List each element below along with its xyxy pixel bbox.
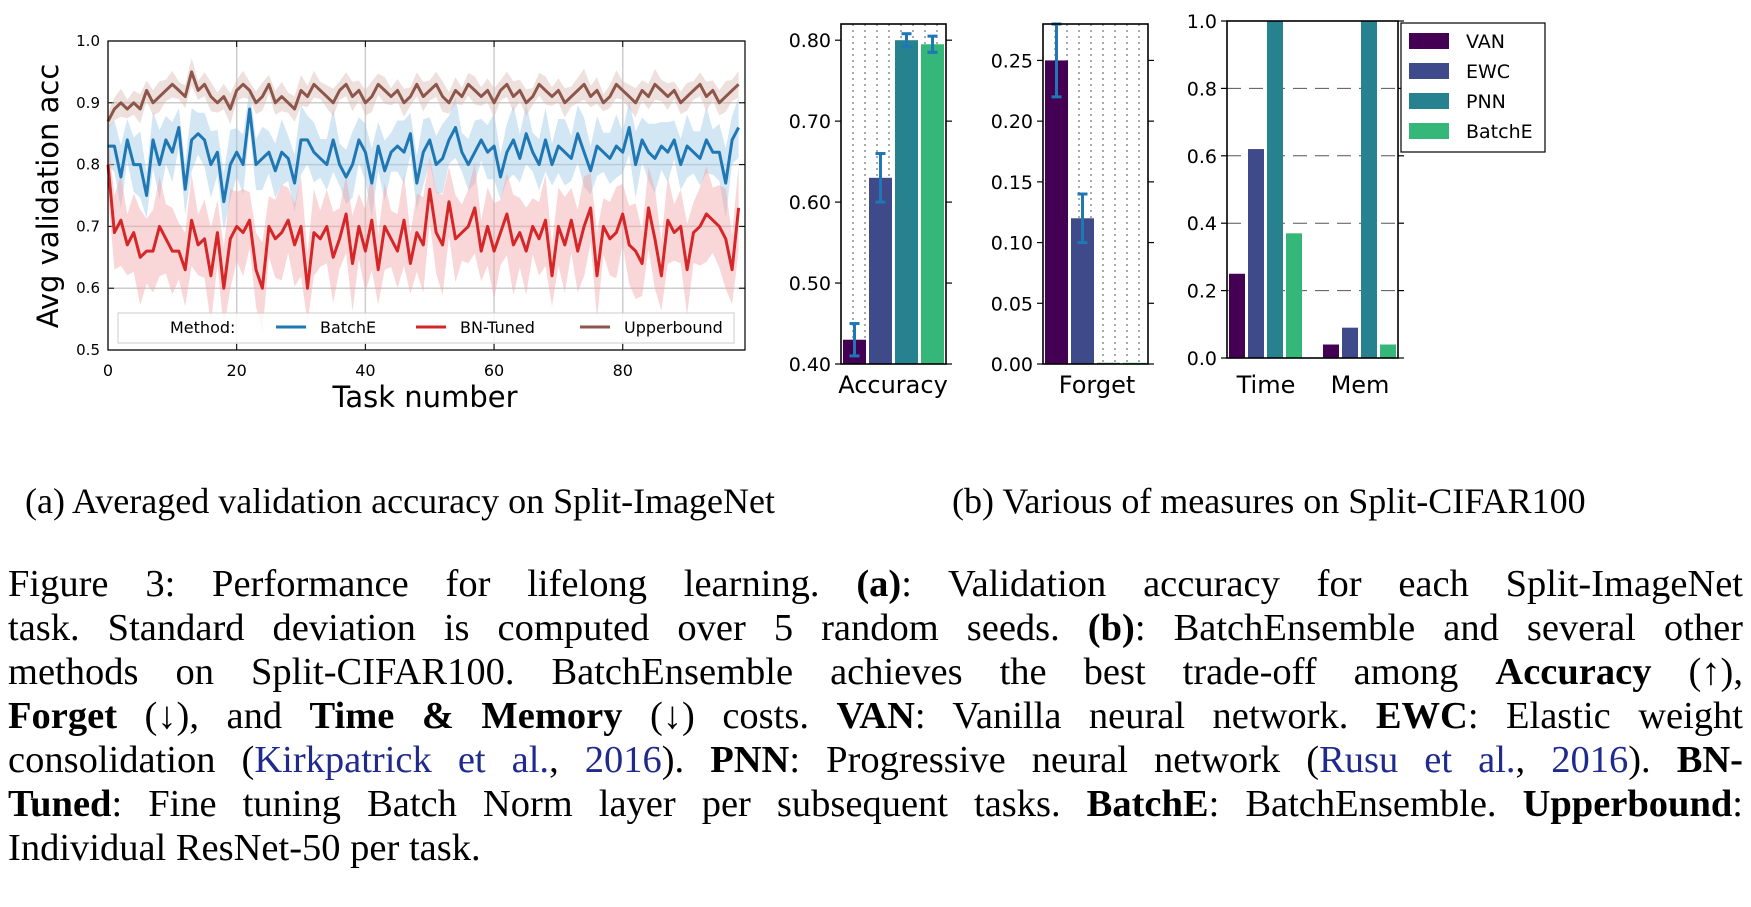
legend-label-pnn: PNN [1466, 91, 1506, 113]
std-band-batche [108, 89, 739, 231]
citation-link-rusu[interactable]: Rusu et al. [1319, 739, 1516, 781]
y-tick-label: 0.60 [789, 192, 831, 214]
bar-van [1323, 344, 1339, 358]
y-tick-label: 0.80 [789, 30, 831, 52]
series-line-batche [108, 107, 740, 204]
panel-b-accuracy-chart: 0.40 0.50 0.60 0.70 0.80 Accuracy [789, 23, 952, 399]
plot-frame [1226, 20, 1399, 359]
caption-line-2: task. Standard deviation is computed ove… [8, 607, 1743, 649]
panel-b-cost-chart: 0.0 0.2 0.4 0.6 0.8 1.0 Time Mem VAN EWC PNN BatchE [1187, 11, 1546, 399]
bar-van [1045, 60, 1068, 365]
y-tick-label: 0.05 [991, 293, 1033, 315]
subcaption-a: (a) Averaged validation accuracy on Spli… [25, 481, 776, 521]
figure-caption: Figure 3: Performance for lifelong learn… [8, 562, 1743, 870]
caption-line-7: Individual ResNet-50 per task. [8, 827, 481, 869]
caption-line-5: consolidation (Kirkpatrick et al., 2016)… [8, 739, 1743, 781]
legend-swatch-van [1409, 33, 1449, 49]
bar-batche [1286, 233, 1302, 358]
y-tick-label: 0.50 [789, 273, 831, 295]
figure-3: 0.5 0.6 0.7 0.8 0.9 1.0 0 20 40 60 80 Task number Av… [31, 11, 1546, 414]
legend-label-bn-tuned: BN-Tuned [460, 318, 535, 337]
category-label-mem: Mem [1331, 371, 1390, 399]
x-tick-label: 0 [103, 361, 113, 380]
x-tick-label: 80 [613, 361, 633, 380]
y-tick-label: 0.25 [991, 50, 1033, 72]
y-tick-label: 0.20 [991, 111, 1033, 133]
y-tick-label: 0.00 [991, 354, 1033, 376]
panel-b-forget-chart: 0.00 0.05 0.10 0.15 0.20 0.25 Forget [991, 22, 1154, 399]
legend-label-batche: BatchE [1466, 121, 1533, 143]
bar-ewc [1071, 218, 1094, 364]
bar-pnn [895, 40, 918, 364]
citation-year-kirkpatrick[interactable]: 2016 [584, 739, 662, 781]
subcaption-b: (b) Various of measures on Split-CIFAR10… [952, 481, 1586, 521]
bar-ewc [869, 177, 892, 364]
citation-link-kirkpatrick[interactable]: Kirkpatrick et al. [254, 739, 550, 781]
y-tick-label: 0.70 [789, 111, 831, 133]
category-label-time: Time [1236, 371, 1296, 399]
x-tick-label: 40 [355, 361, 375, 380]
y-tick-label: 0.40 [789, 354, 831, 376]
caption-line-1: Figure 3: Performance for lifelong learn… [8, 563, 1743, 605]
plot-frame [107, 40, 746, 351]
y-tick-label: 1.0 [76, 32, 100, 50]
bar-batche [1380, 344, 1396, 358]
plot-frame [1042, 23, 1149, 365]
legend-swatch-ewc [1409, 63, 1449, 79]
bar-pnn [1267, 21, 1283, 358]
y-tick-label: 0.10 [991, 233, 1033, 255]
legend-swatch-batche [1409, 123, 1449, 139]
y-tick-label: 0.15 [991, 172, 1033, 194]
series-line-upperbound [106, 70, 740, 122]
legend-label-upperbound: Upperbound [624, 318, 723, 337]
caption-line-4: Forget (↓), and Time & Memory (↓) costs.… [8, 695, 1744, 737]
legend-label-batche: BatchE [320, 318, 376, 337]
x-tick-label: 60 [484, 361, 504, 380]
series-line-bn-tuned [106, 164, 741, 290]
y-axis-label: Avg validation acc [31, 64, 65, 329]
legend-swatch-pnn [1409, 93, 1449, 109]
bar-van [1229, 273, 1245, 358]
legend-title: Method: [170, 318, 235, 337]
category-label-forget: Forget [1059, 371, 1136, 399]
caption-line-3: methods on Split-CIFAR100. BatchEnsemble… [8, 651, 1743, 693]
y-tick-label: 0.6 [1187, 146, 1217, 168]
bar-ewc [1248, 149, 1264, 358]
y-tick-label: 0.8 [76, 156, 100, 174]
x-tick-label: 20 [227, 361, 247, 380]
legend-label-ewc: EWC [1466, 61, 1510, 83]
y-tick-label: 0.4 [1187, 213, 1217, 235]
bar-batche [921, 44, 944, 364]
legend-label-van: VAN [1466, 31, 1505, 53]
y-tick-label: 1.0 [1187, 11, 1217, 33]
y-tick-label: 0.0 [1187, 348, 1217, 370]
citation-year-rusu[interactable]: 2016 [1551, 739, 1629, 781]
y-tick-label: 0.7 [76, 217, 100, 235]
x-axis-label: Task number [332, 380, 518, 414]
y-tick-label: 0.9 [76, 94, 100, 112]
y-tick-label: 0.2 [1187, 281, 1217, 303]
bar-pnn [1361, 21, 1377, 358]
bar-ewc [1342, 327, 1358, 358]
panel-a-line-chart: 0.5 0.6 0.7 0.8 0.9 1.0 0 20 40 60 80 Task number Av… [31, 32, 746, 414]
y-tick-label: 0.8 [1187, 78, 1217, 100]
y-tick-label: 0.5 [76, 341, 100, 359]
plot-frame [840, 23, 947, 365]
caption-line-6: Tuned: Fine tuning Batch Norm layer per … [8, 783, 1743, 825]
category-label-accuracy: Accuracy [838, 371, 948, 399]
y-tick-label: 0.6 [76, 279, 100, 297]
